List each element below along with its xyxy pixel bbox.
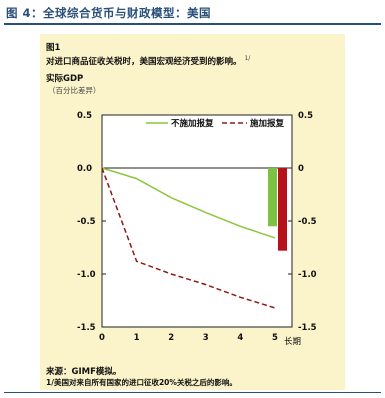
x-tick-label: 1 [134,333,140,343]
legend-label-no-retaliation: 不施加报复 [171,118,214,129]
figure-header: 图 4：全球综合货币与财政模型：美国 [4,4,381,25]
y-tick-label-right: -1.0 [298,270,317,280]
y-tick-label: -1.5 [77,323,96,333]
source-note: 来源：GIMF模拟。 [46,367,122,377]
y-tick-label-right: 0.5 [298,111,313,121]
figure-title: 图 4：全球综合货币与财政模型：美国 [6,6,212,20]
long-run-bar-no-retaliation [268,168,277,227]
header-divider [4,23,381,25]
y-tick-label: 0.0 [77,164,92,174]
chart-panel: 图1 对进口商品征收关税时，美国宏观经济受到的影响。 1/ 实际GDP （百分比… [40,34,345,390]
x-long-run-label: 长期 [284,336,301,347]
y-tick-label: -0.5 [77,217,96,227]
chart-canvas: 0.5 0.50.0 0-0.5 -0.5-1.0 -1.0-1.5 -1.50 1 2 3 4 5… [77,111,317,347]
long-run-bar-retaliation [278,168,287,251]
y-axis-label: 实际GDP [46,74,84,84]
y-axis-unit: （百分比差异） [48,86,101,95]
footnote: 1/美国对来自所有国家的进口征收20%关税之后的影响。 [46,378,237,387]
y-tick-label: 0.5 [77,111,92,121]
series-line-no-retaliation [101,167,276,239]
chart-title-text: 对进口商品征收关税时，美国宏观经济受到的影响。 [46,57,242,67]
x-tick-label: 0 [99,333,105,343]
bottom-divider [4,392,381,393]
chart-title: 对进口商品征收关税时，美国宏观经济受到的影响。 1/ [46,55,250,67]
x-tick-label: 2 [168,333,174,343]
x-tick-label: 4 [237,333,243,343]
legend-label-retaliation: 施加报复 [250,118,285,129]
y-tick-label-right: -0.5 [298,217,317,227]
chart-title-note: 1/ [244,55,251,63]
y-tick-label-right: 0 [298,164,304,174]
figure-label: 图1 [46,43,61,53]
plot-frame [101,114,293,328]
x-tick-label: 3 [203,333,209,343]
y-tick-label: -1.0 [77,270,96,280]
x-tick-label: 5 [272,333,278,343]
y-tick-label-right: -1.5 [298,323,317,333]
series-line-retaliation [101,167,276,309]
